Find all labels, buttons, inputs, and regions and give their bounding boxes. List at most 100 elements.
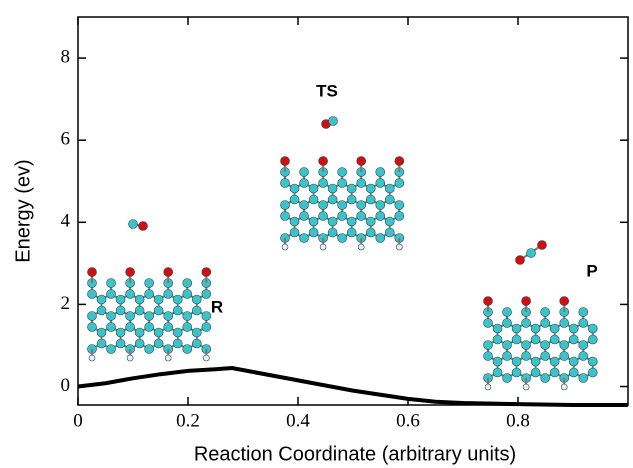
atom: [587, 367, 598, 378]
atom: [365, 227, 376, 238]
atom: [483, 318, 493, 328]
atom: [144, 344, 154, 354]
atom: [549, 334, 560, 345]
atom: [530, 323, 541, 334]
atom: [128, 219, 138, 229]
x-tick-label: 0.4: [286, 410, 310, 431]
atom: [568, 367, 579, 378]
atom: [521, 340, 531, 350]
atom: [483, 340, 493, 350]
atom: [559, 340, 570, 350]
atom: [125, 267, 135, 277]
atom: [144, 289, 154, 299]
atom: [182, 322, 193, 332]
atom: [138, 221, 148, 231]
atom: [96, 294, 107, 305]
atom: [327, 183, 338, 194]
atom: [492, 367, 503, 378]
x-tick-label: 0.6: [396, 410, 420, 431]
atom: [559, 351, 570, 361]
atom: [484, 383, 492, 391]
y-tick-label: 8: [61, 46, 71, 67]
atom: [96, 327, 107, 338]
atom: [365, 194, 376, 205]
atom: [172, 294, 183, 305]
atom: [327, 227, 338, 238]
atom: [308, 194, 319, 205]
atom: [502, 373, 512, 383]
atom: [281, 243, 289, 251]
atom: [502, 307, 512, 317]
atom: [201, 322, 212, 332]
atom: [134, 305, 145, 316]
atom: [587, 323, 598, 334]
atom: [559, 318, 570, 328]
atom: [87, 311, 97, 321]
atom: [125, 322, 135, 332]
atom: [106, 344, 116, 354]
plot-frame: [77, 16, 629, 406]
atom: [540, 373, 550, 383]
atom: [164, 354, 172, 362]
atom: [182, 311, 193, 321]
atom: [522, 383, 530, 391]
atom: [356, 211, 367, 221]
atom: [191, 294, 202, 305]
atom: [126, 354, 134, 362]
atom: [587, 356, 598, 367]
atom: [134, 327, 145, 338]
atom: [115, 305, 126, 316]
atom: [144, 322, 154, 332]
atom: [87, 289, 97, 299]
atom: [182, 289, 193, 299]
atom: [492, 334, 503, 345]
y-tick-label: 0: [61, 375, 71, 396]
atom: [365, 183, 376, 194]
atom: [578, 373, 589, 383]
atom: [115, 327, 126, 338]
atom: [191, 327, 202, 338]
x-tick-label: 0.2: [176, 410, 200, 431]
atom: [125, 311, 135, 321]
atom: [337, 233, 347, 243]
atom: [308, 183, 319, 194]
annotation: R: [211, 297, 223, 316]
y-tick-label: 6: [61, 129, 71, 150]
atom: [483, 296, 493, 306]
atom: [356, 178, 367, 188]
atom: [87, 322, 97, 332]
atom: [346, 227, 357, 238]
atom: [144, 311, 154, 321]
atom: [587, 334, 598, 345]
atom: [384, 183, 395, 194]
y-tick-label: 4: [61, 211, 71, 232]
atom: [549, 367, 560, 378]
atom: [394, 200, 405, 210]
atom: [134, 338, 145, 349]
annotation: P: [586, 261, 597, 280]
atom: [327, 216, 338, 227]
energy-line: [77, 366, 628, 407]
atom: [568, 356, 579, 367]
atom: [87, 267, 97, 277]
atom: [375, 200, 386, 210]
atom: [280, 178, 290, 188]
atom: [578, 351, 589, 361]
atom: [106, 289, 116, 299]
atom: [530, 334, 541, 345]
atom: [299, 178, 309, 188]
atom: [502, 340, 512, 350]
atom: [182, 278, 193, 288]
atom: [568, 334, 579, 345]
atom: [346, 216, 357, 227]
atom: [384, 194, 395, 205]
atom: [530, 367, 541, 378]
atom: [289, 227, 300, 238]
atom: [568, 323, 579, 334]
atom: [318, 211, 328, 221]
atom: [502, 318, 512, 328]
atom: [319, 243, 327, 251]
atom: [106, 311, 116, 321]
atom: [289, 216, 300, 227]
